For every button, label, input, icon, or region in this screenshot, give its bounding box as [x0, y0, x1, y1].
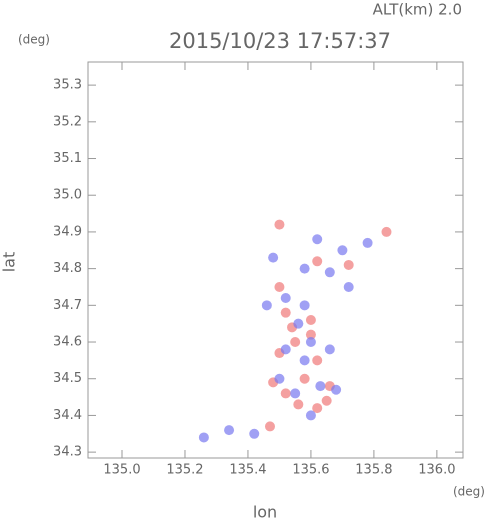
annotation: ALT(km) 2.0 — [373, 1, 462, 19]
point — [280, 344, 291, 355]
point — [312, 403, 323, 414]
point — [280, 292, 291, 303]
point — [305, 315, 316, 326]
point — [293, 399, 304, 410]
point — [274, 373, 285, 384]
x-tick-label: 135.0 — [103, 463, 140, 478]
plot-frame — [87, 61, 464, 459]
x-tick-label: 135.6 — [292, 463, 329, 478]
point — [268, 252, 279, 263]
y-unit: (deg) — [18, 33, 50, 47]
point — [293, 318, 304, 329]
point — [312, 355, 323, 366]
point — [337, 245, 348, 256]
point — [274, 219, 285, 230]
point — [290, 337, 301, 348]
point — [305, 410, 316, 421]
chart-title: 2015/10/23 17:57:37 — [169, 29, 391, 53]
point — [299, 373, 310, 384]
point — [324, 344, 335, 355]
point — [290, 388, 301, 399]
point — [299, 263, 310, 274]
y-tick-label: 34.8 — [53, 261, 82, 276]
point — [305, 329, 316, 340]
point — [324, 267, 335, 278]
y-tick-label: 35.1 — [53, 151, 82, 166]
point — [343, 281, 354, 292]
y-tick-label: 34.4 — [53, 408, 82, 423]
y-tick-label: 34.3 — [53, 445, 82, 460]
y-tick-label: 34.7 — [53, 298, 82, 313]
point — [261, 300, 272, 311]
y-tick-label: 35.2 — [53, 114, 82, 129]
x-tick-label: 135.2 — [166, 463, 203, 478]
x-axis-label: lon — [253, 503, 277, 521]
point — [312, 234, 323, 245]
point — [198, 432, 209, 443]
x-tick-label: 135.8 — [355, 463, 392, 478]
x-tick-label: 136.0 — [418, 463, 455, 478]
x-tick-label: 135.4 — [229, 463, 266, 478]
point — [280, 388, 291, 399]
point — [331, 384, 342, 395]
y-tick-label: 34.6 — [53, 335, 82, 350]
point — [315, 381, 326, 392]
point — [312, 256, 323, 267]
point — [381, 226, 392, 237]
y-axis-label: lat — [0, 252, 19, 273]
point — [224, 425, 235, 436]
point — [305, 337, 316, 348]
point — [264, 421, 275, 432]
point — [299, 355, 310, 366]
y-tick-label: 35.3 — [53, 78, 82, 93]
point — [249, 428, 260, 439]
point — [343, 259, 354, 270]
point — [321, 395, 332, 406]
point — [299, 300, 310, 311]
y-tick-label: 34.5 — [53, 371, 82, 386]
point — [362, 237, 373, 248]
x-unit: (deg) — [453, 485, 485, 499]
y-tick-label: 35.0 — [53, 188, 82, 203]
point — [274, 281, 285, 292]
y-tick-label: 34.9 — [53, 224, 82, 239]
point — [280, 307, 291, 318]
